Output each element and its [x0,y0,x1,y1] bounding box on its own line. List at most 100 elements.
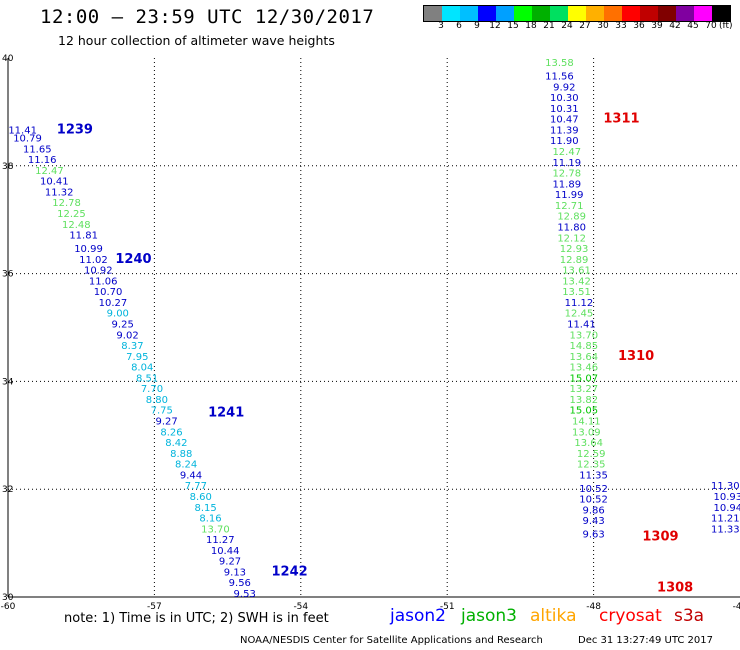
x-tick-label: -51 [440,602,455,612]
legend-swatch [424,6,442,21]
track-time-label: 1311 [603,112,639,127]
wave-height-label: 8.51 [136,373,158,384]
wave-height-label: 9.02 [116,330,138,341]
legend-tick-label: 33 [615,21,627,31]
wave-height-label: 9.00 [107,309,129,320]
legend-jason2: jason2 [390,606,446,626]
wave-height-label: 10.79 [13,134,42,145]
wave-height-label: 9.56 [229,578,251,589]
wave-height-label: 7.70 [141,384,163,395]
legend-tick-label: 21 [543,21,555,31]
x-tick-label: -48 [586,602,601,612]
y-tick-label: 40 [2,54,14,64]
wave-height-label: 11.30 [711,481,740,492]
y-tick-label: 30 [2,593,14,603]
wave-height-label: 13.61 [562,266,591,277]
wave-height-label: 15.05 [570,406,599,417]
legend-tick-label: 36 [633,21,645,31]
legend-swatch [532,6,550,21]
track-time-label: 1240 [115,252,151,267]
track-time-label: 1241 [208,405,244,420]
wave-height-label: 9.43 [582,516,604,527]
wave-height-label: 10.31 [550,104,579,115]
page-title: 12:00 — 23:59 UTC 12/30/2017 [40,6,375,28]
wave-height-label: 11.39 [550,125,579,136]
wave-height-label: 10.92 [84,266,113,277]
wave-height-label: 8.26 [160,427,182,438]
wave-height-label: 7.77 [185,481,207,492]
wave-height-label: 9.53 [234,589,256,600]
wave-height-label: 11.21 [711,514,740,525]
legend-altika: altika [530,606,577,626]
wave-height-label: 13.09 [572,427,601,438]
wave-height-label: 11.27 [206,535,235,546]
wave-height-label: 13.70 [570,330,599,341]
wave-height-label: 13.70 [201,524,230,535]
wave-height-label: 10.30 [550,93,579,104]
wave-height-label: 13.82 [570,395,599,406]
wave-height-label: 11.12 [565,298,594,309]
wave-height-label: 10.52 [579,495,608,506]
legend-swatch [514,6,532,21]
wave-height-label: 11.41 [8,125,37,136]
track-time-label: 1242 [272,564,308,579]
wave-height-label: 10.47 [550,115,579,126]
legend-s3a: s3a [674,606,705,626]
y-tick-label: 34 [2,377,14,387]
wave-height-label: 11.32 [45,187,74,198]
legend-swatch [442,6,460,21]
wave-height-label: 8.24 [175,460,197,471]
legend-tick-label: 45 [687,21,699,31]
wave-height-label: 8.04 [131,363,153,374]
wave-height-label: 12.59 [577,449,606,460]
wave-height-label: 10.41 [40,177,69,188]
wave-height-label: 12.35 [577,460,606,471]
y-tick-label: 38 [2,162,14,172]
wave-height-label: 9.63 [582,530,604,541]
page-subtitle: 12 hour collection of altimeter wave hei… [58,33,335,48]
wave-height-label: 13.64 [570,352,599,363]
wave-height-label: 13.42 [562,276,591,287]
wave-height-label: 11.65 [23,144,52,155]
legend-swatch [622,6,640,21]
wave-height-label: 10.70 [94,287,123,298]
legend-swatch [694,6,712,21]
footer-credit: NOAA/NESDIS Center for Satellite Applica… [240,635,543,646]
legend-tick-label: 6 [456,21,462,31]
wave-height-label: 8.80 [146,395,168,406]
wave-height-label: 9.86 [582,505,604,516]
color-legend-bar [423,5,731,22]
wave-height-label: 8.15 [195,503,217,514]
wave-height-label: 11.16 [28,155,57,166]
legend-swatch [676,6,694,21]
wave-height-label: 9.92 [553,82,575,93]
wave-height-label: 11.35 [579,470,608,481]
color-legend-labels: 3 6 9 12 15 18 21 24 27 30 33 36 39 42 45 70 (ft) [423,21,740,35]
x-tick-label: -60 [1,602,16,612]
wave-height-label: 9.44 [180,470,202,481]
wave-height-label: 11.06 [89,276,118,287]
wave-height-label: 13.58 [545,58,574,69]
wave-height-label: 9.27 [155,417,177,428]
wave-height-label: 14.11 [572,417,601,428]
x-tick-label: -57 [147,602,162,612]
wave-height-label: 12.47 [35,166,64,177]
wave-height-label: 10.44 [211,546,240,557]
wave-height-label: 12.12 [557,233,586,244]
wave-height-label: 11.02 [79,255,108,266]
legend-swatch [604,6,622,21]
legend-tick-label: 18 [525,21,537,31]
wave-height-label: 14.85 [570,341,599,352]
wave-height-label: 11.80 [557,222,586,233]
legend-unit: (ft) [719,21,733,31]
wave-height-label: 12.78 [552,169,581,180]
wave-height-label: 13.64 [574,438,603,449]
legend-tick-label: 12 [489,21,501,31]
legend-tick-label: 42 [669,21,681,31]
wave-height-label: 11.99 [555,190,584,201]
legend-swatch [460,6,478,21]
wave-height-label: 15.07 [570,373,599,384]
legend-cryosat: cryosat [599,606,662,626]
y-tick-label: 36 [2,270,14,280]
track-time-label: 1239 [57,122,93,137]
